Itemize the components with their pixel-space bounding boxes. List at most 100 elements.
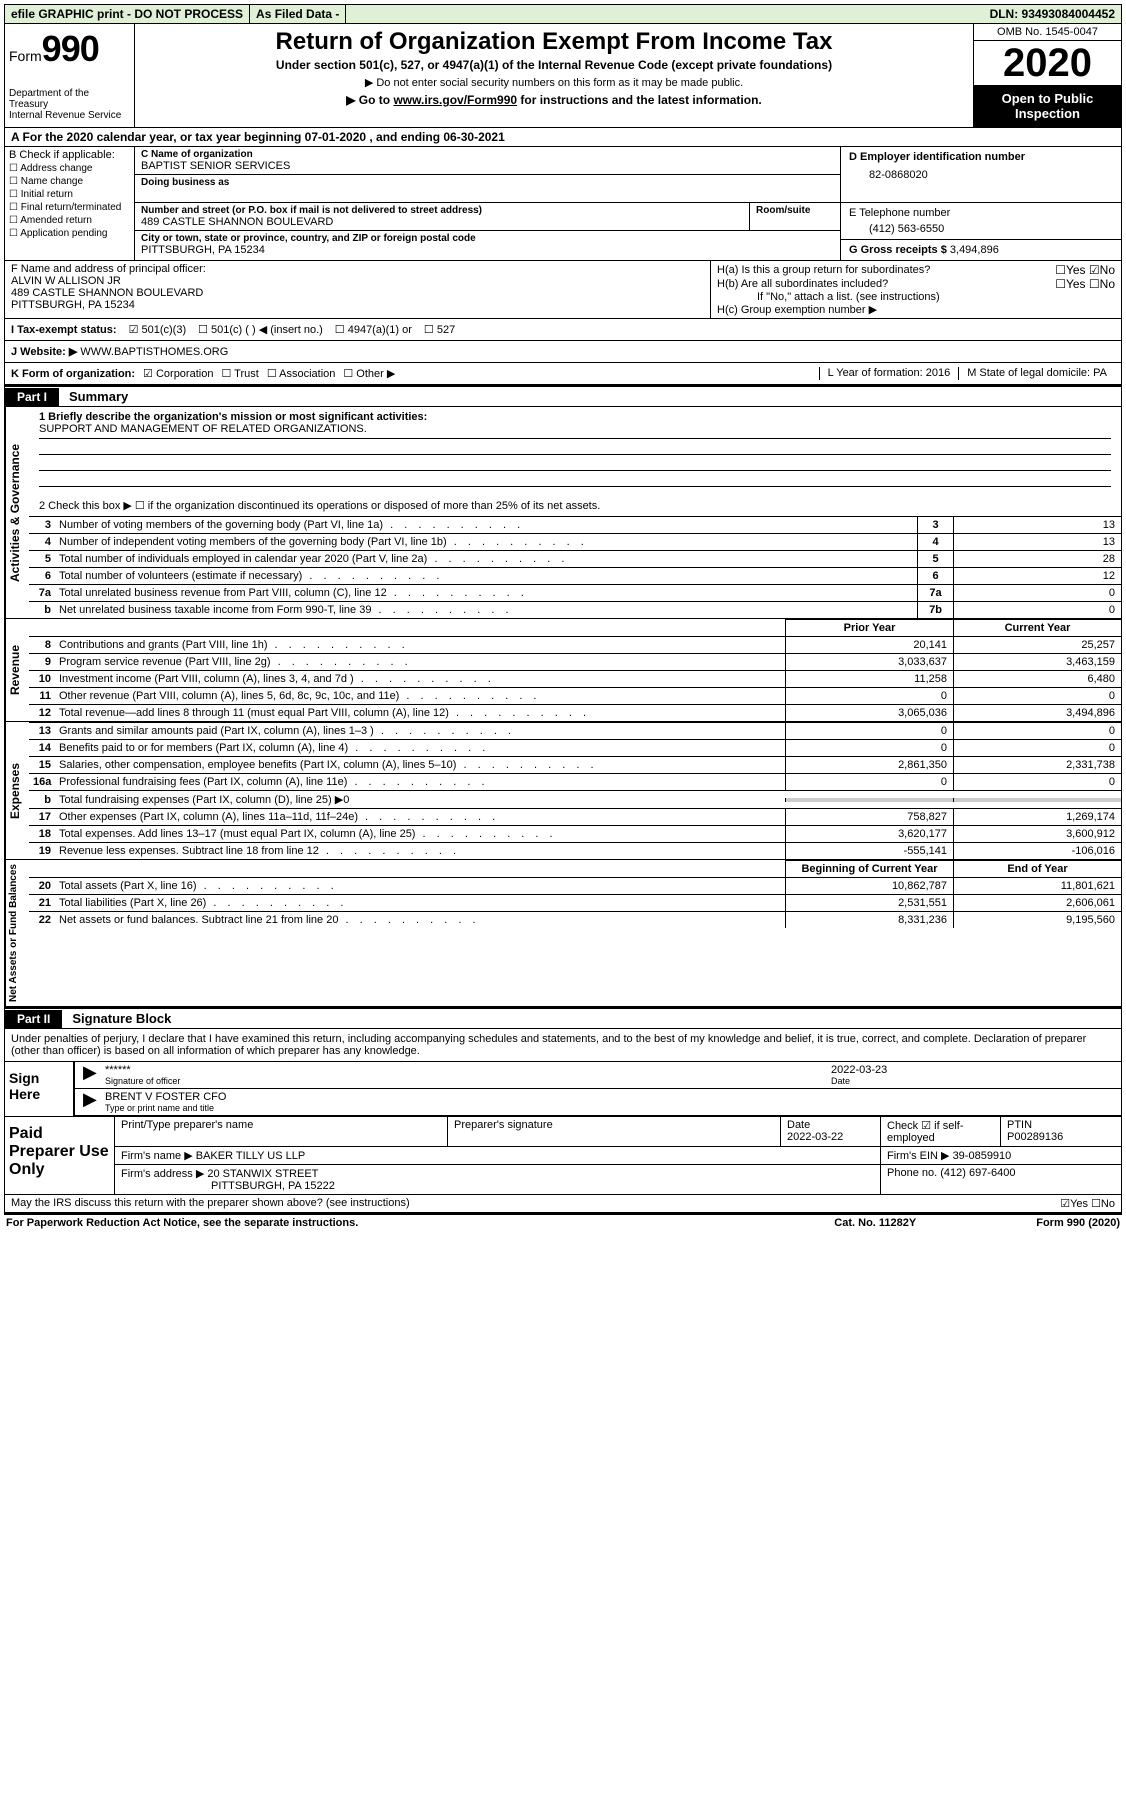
prior-value: 758,827	[785, 809, 953, 825]
prior-value: 3,065,036	[785, 705, 953, 721]
gov-section: Activities & Governance 1 Briefly descri…	[4, 407, 1122, 619]
cb-amended-return[interactable]: Amended return	[9, 215, 130, 226]
line-text: Benefits paid to or for members (Part IX…	[55, 740, 785, 756]
prior-value: 0	[785, 723, 953, 739]
dba-value	[141, 188, 834, 200]
ssn-caution: ▶ Do not enter social security numbers o…	[141, 76, 967, 89]
phone-cell: E Telephone number (412) 563-6550	[841, 203, 1121, 240]
gov-vert-label: Activities & Governance	[5, 407, 29, 618]
line-num: 10	[29, 671, 55, 687]
prep-date-label: Date	[787, 1119, 874, 1131]
i-501c3[interactable]: ☑ 501(c)(3)	[129, 323, 187, 336]
prep-selfemp[interactable]: Check ☑ if self-employed	[887, 1119, 994, 1144]
current-value	[953, 798, 1121, 802]
firm-phone-label: Phone no.	[887, 1167, 937, 1179]
exp-vert-label: Expenses	[5, 722, 29, 859]
preparer-label: Paid Preparer Use Only	[5, 1117, 115, 1194]
k-assoc[interactable]: ☐ Association	[267, 367, 336, 380]
rev-section: Revenue Prior Year Current Year 8 Contri…	[4, 619, 1122, 722]
gov-line: 4 Number of independent voting members o…	[29, 533, 1121, 550]
part1-title: Summary	[59, 387, 138, 406]
prep-sig-label: Preparer's signature	[454, 1119, 774, 1131]
hb-yesno[interactable]: ☐Yes ☐No	[1055, 277, 1115, 291]
officer-name: ALVIN W ALLISON JR	[11, 275, 704, 287]
preparer-fields: Print/Type preparer's name Preparer's si…	[115, 1117, 1121, 1194]
org-name-value: BAPTIST SENIOR SERVICES	[141, 160, 834, 172]
prior-value: 3,620,177	[785, 826, 953, 842]
prep-line-3: Firm's address ▶ 20 STANWIX STREET PITTS…	[115, 1165, 1121, 1194]
line-num: 17	[29, 809, 55, 825]
current-year-hdr: Current Year	[953, 619, 1121, 636]
line-num: 19	[29, 843, 55, 859]
line-num: 9	[29, 654, 55, 670]
discuss-yesno[interactable]: ☑Yes ☐No	[1060, 1197, 1115, 1210]
k-trust[interactable]: ☐ Trust	[221, 367, 258, 380]
part2-header: Part II Signature Block	[4, 1007, 1122, 1029]
rev-header-row: Prior Year Current Year	[29, 619, 1121, 636]
officer-addr2: PITTSBURGH, PA 15234	[11, 299, 704, 311]
current-value: 0	[953, 740, 1121, 756]
sign-here-row: Sign Here ▶ ****** Signature of officer …	[5, 1062, 1121, 1116]
cb-address-change[interactable]: Address change	[9, 163, 130, 174]
net-content: Beginning of Current Year End of Year 20…	[29, 860, 1121, 1006]
room-label: Room/suite	[756, 205, 834, 216]
ptin-value: P00289136	[1007, 1131, 1115, 1143]
topbar-spacer	[346, 12, 983, 16]
line-num: 12	[29, 705, 55, 721]
part1-header: Part I Summary	[4, 385, 1122, 407]
prior-value: 0	[785, 774, 953, 790]
line-num: 5	[29, 551, 55, 567]
website-value[interactable]: WWW.BAPTISTHOMES.ORG	[80, 346, 228, 358]
current-value: 0	[953, 723, 1121, 739]
part1-tab: Part I	[5, 388, 59, 406]
k-other[interactable]: ☐ Other ▶	[343, 367, 395, 380]
table-row: 17 Other expenses (Part IX, column (A), …	[29, 808, 1121, 825]
line2: 2 Check this box ▶ ☐ if the organization…	[29, 491, 1121, 516]
goto-link[interactable]: ▶ Go to www.irs.gov/Form990 for instruct…	[141, 93, 967, 107]
prior-value: 0	[785, 740, 953, 756]
line-num: 7a	[29, 585, 55, 601]
m-cell: M State of legal domicile: PA	[958, 367, 1115, 380]
ha-line: H(a) Is this a group return for subordin…	[717, 263, 1115, 277]
h-cell: H(a) Is this a group return for subordin…	[711, 261, 1121, 318]
block-fh: F Name and address of principal officer:…	[4, 260, 1122, 319]
sig-date-label: Date	[831, 1076, 1091, 1086]
gross-label: G Gross receipts $	[849, 244, 947, 256]
table-row: 16a Professional fundraising fees (Part …	[29, 773, 1121, 790]
line-text: Contributions and grants (Part VIII, lin…	[55, 637, 785, 653]
current-value: 1,269,174	[953, 809, 1121, 825]
i-501c[interactable]: ☐ 501(c) ( ) ◀ (insert no.)	[198, 323, 323, 336]
row-i: I Tax-exempt status: ☑ 501(c)(3) ☐ 501(c…	[4, 319, 1122, 341]
officer-name-value: BRENT V FOSTER CFO	[105, 1091, 1091, 1103]
form-word: Form	[9, 48, 42, 64]
prep-date: 2022-03-22	[787, 1131, 874, 1143]
rev-vert-label: Revenue	[5, 619, 29, 721]
line-text: Other expenses (Part IX, column (A), lin…	[55, 809, 785, 825]
sig-line-2: ▶ BRENT V FOSTER CFO Type or print name …	[75, 1089, 1121, 1116]
k-corp[interactable]: ☑ Corporation	[143, 367, 213, 380]
l-cell: L Year of formation: 2016	[819, 367, 959, 380]
prior-value: 2,531,551	[785, 895, 953, 911]
gov-content: 1 Briefly describe the organization's mi…	[29, 407, 1121, 618]
line-num: 6	[29, 568, 55, 584]
ha-yesno[interactable]: ☐Yes ☑No	[1055, 263, 1115, 277]
i-527[interactable]: ☐ 527	[424, 323, 455, 336]
current-value: 11,801,621	[953, 878, 1121, 894]
line-text: Total unrelated business revenue from Pa…	[55, 585, 917, 601]
i-4947[interactable]: ☐ 4947(a)(1) or	[335, 323, 412, 336]
cb-final-return[interactable]: Final return/terminated	[9, 202, 130, 213]
line-text: Other revenue (Part VIII, column (A), li…	[55, 688, 785, 704]
tax-year: 2020	[974, 41, 1121, 85]
current-value: 3,494,896	[953, 705, 1121, 721]
cb-initial-return[interactable]: Initial return	[9, 189, 130, 200]
table-row: 22 Net assets or fund balances. Subtract…	[29, 911, 1121, 928]
cb-name-change[interactable]: Name change	[9, 176, 130, 187]
line-text: Number of voting members of the governin…	[55, 517, 917, 533]
dba-cell: Doing business as	[135, 175, 840, 203]
ha-label: H(a) Is this a group return for subordin…	[717, 264, 1055, 276]
street-cell: Number and street (or P.O. box if mail i…	[135, 203, 750, 230]
line-text: Investment income (Part VIII, column (A)…	[55, 671, 785, 687]
cb-application-pending[interactable]: Application pending	[9, 228, 130, 239]
line-text: Grants and similar amounts paid (Part IX…	[55, 723, 785, 739]
exp-content: 13 Grants and similar amounts paid (Part…	[29, 722, 1121, 859]
